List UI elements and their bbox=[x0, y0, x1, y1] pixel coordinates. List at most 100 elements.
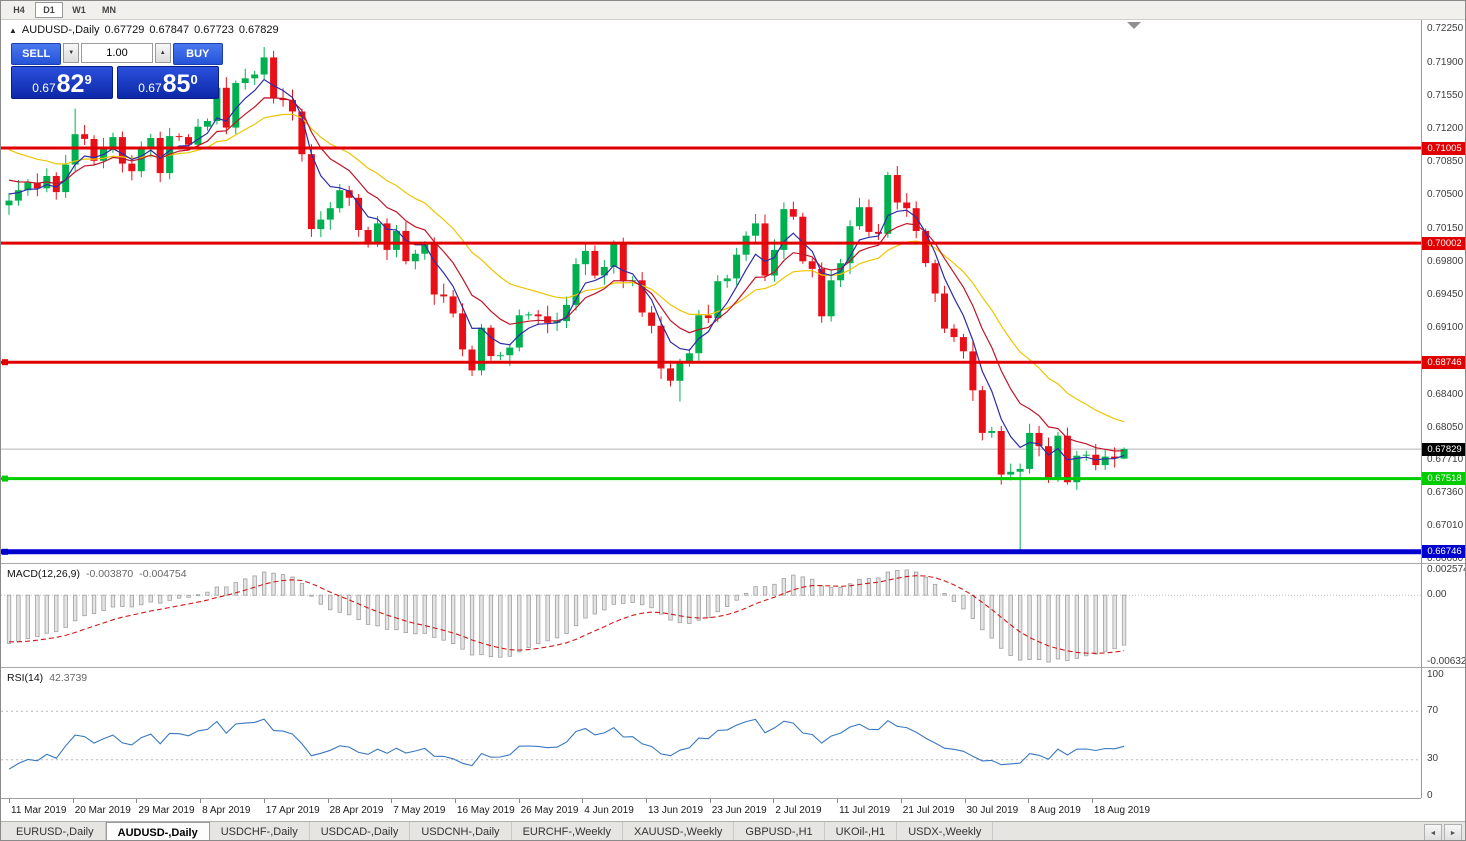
time-axis-label: 2 Jul 2019 bbox=[775, 805, 822, 816]
time-axis-label: 7 May 2019 bbox=[393, 805, 446, 816]
time-axis-tick bbox=[1028, 799, 1030, 803]
macd-value-signal: -0.004754 bbox=[139, 568, 187, 580]
ohlc-low: 0.67723 bbox=[194, 24, 234, 36]
macd-signal-line bbox=[9, 575, 1125, 654]
time-axis-tick bbox=[136, 799, 138, 803]
timeframe-toolbar: H4 D1 W1 MN bbox=[1, 1, 1465, 20]
level-price-label: 0.71005 bbox=[1422, 141, 1465, 155]
chart-tab-gbpusd-h1[interactable]: GBPUSD-,H1 bbox=[734, 822, 825, 840]
time-axis-tick bbox=[391, 799, 393, 803]
rsi-line bbox=[8, 718, 1125, 770]
time-axis-tick bbox=[709, 799, 711, 803]
time-axis-tick bbox=[9, 799, 10, 803]
level-price-label: 0.70002 bbox=[1422, 236, 1465, 250]
buy-button[interactable]: BUY bbox=[172, 43, 223, 65]
price-axis-label: 0.67710 bbox=[1427, 453, 1464, 465]
ohlc-high: 0.67847 bbox=[149, 24, 190, 36]
rsi-indicator-label: RSI(14) 42.3739 bbox=[7, 672, 87, 684]
price-axis-label: 0.71550 bbox=[1427, 89, 1464, 101]
time-axis-tick bbox=[900, 799, 902, 803]
time-axis[interactable]: 11 Mar 2019 20 Mar 2019 29 Mar 2019 8 Apr 2… bbox=[1, 798, 1421, 822]
time-axis-label: 18 Aug 2019 bbox=[1093, 805, 1151, 816]
time-axis-tick bbox=[964, 799, 966, 803]
timeframe-button-w1[interactable]: W1 bbox=[72, 5, 86, 15]
rsi-name: RSI(14) bbox=[7, 672, 44, 684]
rsi-axis-label: 100 bbox=[1427, 668, 1444, 680]
time-axis-tick bbox=[1091, 799, 1093, 803]
price-axis-label: 0.67010 bbox=[1427, 520, 1464, 532]
price-axis-label: 0.69800 bbox=[1427, 255, 1464, 267]
macd-histogram bbox=[6, 569, 1127, 663]
time-axis-tick bbox=[200, 799, 202, 803]
chart-tab-usdx-weekly[interactable]: USDX-,Weekly bbox=[897, 822, 994, 840]
tabs-scroll-left-button[interactable]: ◄ bbox=[1424, 824, 1442, 840]
macd-indicator-label: MACD(12,26,9) -0.003870 -0.004754 bbox=[7, 568, 187, 580]
timeframe-button-d1[interactable]: D1 bbox=[35, 2, 63, 18]
time-axis-label: 16 May 2019 bbox=[456, 805, 515, 816]
macd-name: MACD(12,26,9) bbox=[7, 568, 80, 580]
chart-tab-xauusd-weekly[interactable]: XAUUSD-,Weekly bbox=[623, 822, 735, 840]
level-price-label: 0.66746 bbox=[1422, 545, 1465, 559]
price-axis-label: 0.67360 bbox=[1427, 487, 1464, 499]
buy-price-pip: 0 bbox=[190, 72, 198, 87]
chevron-down-icon: ▼ bbox=[68, 50, 75, 56]
price-axis-label: 0.68050 bbox=[1427, 421, 1464, 433]
chart-tab-usdcnh-daily[interactable]: USDCNH-,Daily bbox=[410, 822, 512, 840]
arrow-right-icon: ► bbox=[1449, 829, 1457, 837]
current-price-label: 0.67829 bbox=[1422, 442, 1465, 456]
chart-tab-audusd-daily[interactable]: AUDUSD-,Daily bbox=[105, 822, 210, 840]
time-axis-tick bbox=[582, 799, 584, 803]
buy-price-big: 85 bbox=[162, 70, 191, 98]
time-axis-label: 4 Jun 2019 bbox=[584, 805, 634, 816]
rsi-value: 42.3739 bbox=[49, 672, 88, 684]
time-axis-label: 23 Jun 2019 bbox=[711, 805, 767, 816]
chart-shift-marker-icon[interactable] bbox=[1127, 22, 1141, 29]
chart-tab-ukoil-h1[interactable]: UKOil-,H1 bbox=[825, 822, 898, 840]
panel-splitter-macd[interactable] bbox=[1, 563, 1465, 564]
chart-tab-usdcad-daily[interactable]: USDCAD-,Daily bbox=[310, 822, 411, 840]
level-price-label: 0.67518 bbox=[1422, 472, 1465, 486]
volume-up-button[interactable]: ▲ bbox=[155, 43, 171, 63]
sell-price-pip: 9 bbox=[84, 72, 92, 87]
panel-splitter-rsi[interactable] bbox=[1, 667, 1465, 668]
rsi-axis-label: 0 bbox=[1427, 789, 1433, 799]
price-axis-label: 0.70150 bbox=[1427, 222, 1464, 234]
volume-input[interactable] bbox=[81, 43, 153, 63]
sell-button[interactable]: SELL bbox=[11, 43, 62, 65]
price-axis-label: 0.72250 bbox=[1427, 23, 1464, 35]
hline-handle-0.68746[interactable] bbox=[2, 359, 8, 366]
arrow-left-icon: ◄ bbox=[1429, 829, 1437, 837]
ma-20-line bbox=[8, 113, 1125, 423]
chart-tab-eurchf-weekly[interactable]: EURCHF-,Weekly bbox=[512, 822, 623, 840]
hline-handle-0.67518[interactable] bbox=[2, 475, 8, 482]
timeframe-button-mn[interactable]: MN bbox=[102, 5, 116, 15]
timeframe-button-h4[interactable]: H4 bbox=[13, 5, 25, 15]
hline-handle-0.66746[interactable] bbox=[2, 548, 8, 555]
time-axis-label: 8 Aug 2019 bbox=[1030, 805, 1081, 816]
ohlc-open: 0.67729 bbox=[104, 24, 145, 36]
chart-tab-usdchf-daily[interactable]: USDCHF-,Daily bbox=[210, 822, 310, 840]
chart-tab-eurusd-daily[interactable]: EURUSD-,Daily bbox=[5, 822, 106, 840]
sell-price-prefix: 0.67 bbox=[32, 81, 56, 95]
rsi-axis-label: 30 bbox=[1427, 753, 1439, 765]
volume-down-button[interactable]: ▼ bbox=[63, 43, 79, 63]
sell-price-display[interactable]: 0.67 82 9 bbox=[11, 66, 113, 99]
price-axis-label: 0.66660 bbox=[1427, 553, 1464, 565]
ohlc-close: 0.67829 bbox=[238, 24, 279, 36]
price-axis-label: 0.71900 bbox=[1427, 56, 1464, 68]
price-axis-label: 0.70500 bbox=[1427, 189, 1464, 201]
price-axis-label: 0.69450 bbox=[1427, 288, 1464, 300]
time-axis-tick bbox=[263, 799, 265, 803]
buy-price-display[interactable]: 0.67 85 0 bbox=[117, 66, 219, 99]
chart-ohlc-header: ▲ AUDUSD-,Daily 0.67729 0.67847 0.67723 … bbox=[9, 24, 279, 36]
price-axis[interactable]: 0.72250 0.71900 0.71550 0.71200 0.70850 0.705… bbox=[1421, 19, 1465, 799]
ma-5-line bbox=[8, 78, 1125, 461]
time-axis-label: 28 Apr 2019 bbox=[329, 805, 384, 816]
tabs-scroll-right-button[interactable]: ► bbox=[1444, 824, 1462, 840]
time-axis-label: 21 Jul 2019 bbox=[902, 805, 955, 816]
macd-axis-zero: 0.00 bbox=[1427, 588, 1447, 600]
price-axis-label: 0.68400 bbox=[1427, 388, 1464, 400]
ma-10-line bbox=[8, 97, 1125, 452]
